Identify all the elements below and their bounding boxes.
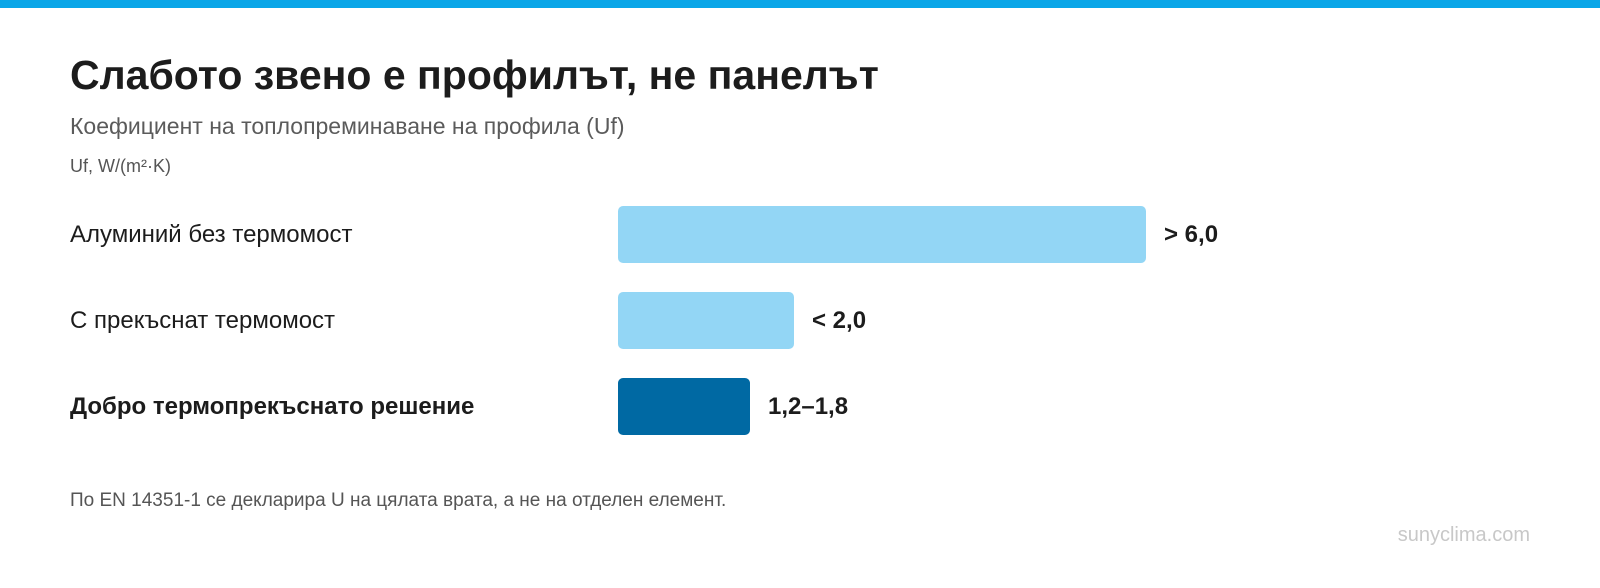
bar-chart: Алуминий без термомост > 6,0 С прекъснат т… (70, 206, 1218, 435)
footnote: По EN 14351-1 се декларира U на цялата в… (70, 490, 727, 511)
value-label: 1,2–1,8 (768, 393, 848, 420)
top-accent-stripe (0, 0, 1600, 8)
bar (618, 292, 794, 349)
chart-title: Слабото звено е профилът, не панелът (70, 52, 879, 98)
source-label: sunyclima.com (1397, 524, 1530, 546)
bar (618, 206, 1146, 263)
bar (618, 378, 750, 435)
category-label: Добро термопрекъснато решение (70, 393, 474, 420)
value-label: < 2,0 (812, 307, 866, 334)
category-label: С прекъснат термомост (70, 307, 335, 334)
value-label: > 6,0 (1164, 221, 1218, 248)
unit-label: Uf, W/(m²·K) (70, 156, 171, 176)
category-label: Алуминий без термомост (70, 221, 352, 248)
chart-subtitle: Коефициент на топлопреминаване на профил… (70, 113, 625, 139)
